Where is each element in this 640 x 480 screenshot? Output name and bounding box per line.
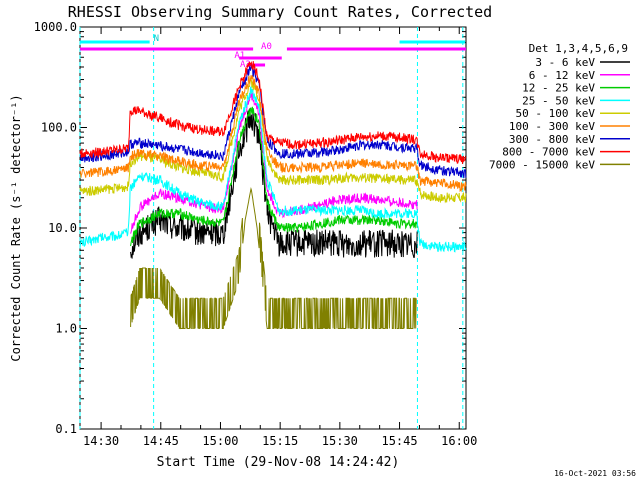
legend-label: 3 - 6 keV [535,56,595,69]
footer-date: 16-Oct-2021 03:56 [554,469,636,478]
x-axis-label: Start Time (29-Nov-08 14:24:42) [157,455,400,470]
x-tick-label: 16:00 [441,434,477,448]
x-tick-label: 15:45 [381,434,417,448]
x-tick-label: 14:30 [83,434,119,448]
y-tick-label: 1.0 [55,322,77,336]
x-tick-label: 15:15 [262,434,298,448]
y-tick-label: 1000.0 [34,20,77,34]
annotation-label: A3 [240,60,251,70]
x-tick-label: 14:45 [143,434,179,448]
legend-label: 25 - 50 keV [522,94,595,107]
x-tick-label: 15:00 [202,434,238,448]
chart-title: RHESSI Observing Summary Count Rates, Co… [68,3,492,21]
series-line [79,86,467,253]
legend-title: Det 1,3,4,5,6,9 [529,42,628,55]
series-group [79,60,467,330]
legend-label: 7000 - 15000 keV [489,158,595,171]
y-axis: 0.1 1.0 10.0 100.0 1000.0 [34,20,466,436]
y-tick-label: 0.1 [55,422,77,436]
y-tick-label: 100.0 [41,121,77,135]
series-line [130,186,417,330]
x-tick-label: 15:30 [322,434,358,448]
series-line [79,64,467,179]
legend-label: 12 - 25 keV [522,82,595,95]
legend-label: 100 - 300 keV [509,120,595,133]
legend-label: 6 - 12 keV [529,69,596,82]
legend-label: 800 - 7000 keV [502,146,595,159]
y-axis-label: Corrected Count Rate (s⁻¹ detector⁻¹) [9,94,23,361]
legend-label: 300 - 800 keV [509,133,595,146]
annotation-label: N [154,34,159,44]
annotation-label: A1 [234,51,245,61]
annotation-label: A0 [261,42,272,52]
series-line [79,60,467,165]
series-line [130,108,418,259]
x-axis: 14:30 14:45 15:00 15:15 15:30 15:45 16:00 [83,27,477,448]
y-tick-label: 10.0 [48,221,77,235]
series-line [130,90,418,234]
legend-label: 50 - 100 keV [516,107,596,120]
series-line [79,74,467,193]
